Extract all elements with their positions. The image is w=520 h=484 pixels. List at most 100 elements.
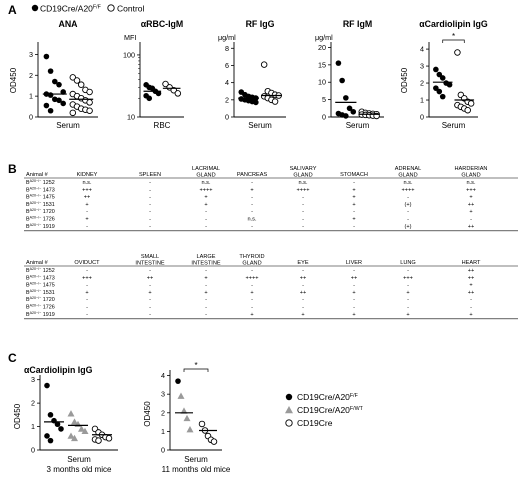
table-cell: - bbox=[205, 217, 207, 223]
table-cell: - bbox=[86, 297, 88, 303]
data-point bbox=[60, 89, 66, 95]
data-point bbox=[335, 60, 342, 66]
animal-sup: A20−/− bbox=[30, 304, 42, 308]
table-cell: ++ bbox=[468, 275, 475, 281]
table-cell: - bbox=[251, 209, 253, 215]
table-cell: - bbox=[353, 297, 355, 303]
data-point bbox=[47, 68, 54, 74]
y-tick-label: 4 bbox=[420, 45, 424, 54]
table-cell: ++ bbox=[84, 195, 91, 201]
data-point bbox=[56, 81, 62, 88]
axis-unit: μg/ml bbox=[218, 33, 236, 42]
animal-prefix: B bbox=[26, 268, 30, 274]
chart-0: ANA OD450 0 1 2 3 Serum bbox=[9, 19, 98, 130]
table-cell: - bbox=[149, 268, 151, 274]
table-cell: - bbox=[205, 305, 207, 311]
legend-label-sup: F/WT bbox=[350, 406, 364, 412]
chart-title: αCardiolipin IgG bbox=[419, 19, 488, 29]
column-header: LUNG bbox=[400, 260, 416, 266]
chart-4: αCardiolipin IgG OD450 0 1 2 3 4 Serum * bbox=[400, 19, 488, 130]
table-cell: n.s. bbox=[201, 180, 210, 186]
animal-prefix: B bbox=[26, 290, 30, 296]
table-cell: - bbox=[251, 180, 253, 186]
y-tick-label: 5 bbox=[322, 95, 326, 104]
y-tick-label: 2 bbox=[225, 95, 229, 104]
table-cell: - bbox=[205, 209, 207, 215]
y-tick-label: 1 bbox=[29, 92, 33, 101]
table-cell: - bbox=[302, 305, 304, 311]
table-cell: - bbox=[251, 224, 253, 230]
table-cell: - bbox=[205, 283, 207, 289]
table-cell: - bbox=[302, 217, 304, 223]
table-cell: - bbox=[251, 305, 253, 311]
table-cell: - bbox=[205, 224, 207, 230]
table-cell: - bbox=[205, 268, 207, 274]
data-point bbox=[56, 97, 62, 104]
column-header: GLAND bbox=[196, 173, 215, 179]
legend-marker-cre bbox=[31, 4, 39, 12]
animal-sup: A20−/− bbox=[30, 194, 42, 198]
table-cell: + bbox=[204, 195, 207, 201]
animal-number: 1531 bbox=[43, 202, 55, 208]
y-tick-label: 1 bbox=[31, 422, 35, 431]
data-point bbox=[446, 81, 453, 88]
animal-id: BA20−/− 1919 bbox=[26, 311, 55, 318]
x-axis-label: Serum bbox=[346, 121, 370, 130]
table-cell: +++ bbox=[466, 187, 476, 193]
animal-prefix: B bbox=[26, 202, 30, 208]
significance-bracket bbox=[442, 39, 465, 43]
chart-3: RF IgM μg/ml 0 5 10 15 20 Serum bbox=[315, 19, 384, 130]
animal-prefix: B bbox=[26, 224, 30, 230]
y-axis-label: OD450 bbox=[13, 403, 22, 429]
table-cell: + bbox=[352, 202, 355, 208]
table-cell: + bbox=[85, 290, 88, 296]
animal-number: 1726 bbox=[43, 305, 55, 311]
table-cell: ++ bbox=[300, 275, 307, 281]
table-cell: + bbox=[406, 290, 409, 296]
animal-prefix: B bbox=[26, 187, 30, 193]
data-point bbox=[58, 426, 64, 432]
table-cell: - bbox=[149, 202, 151, 208]
table-cell: - bbox=[470, 297, 472, 303]
animal-number: 1720 bbox=[43, 297, 55, 303]
animal-id: BA20−/− 1475 bbox=[26, 194, 55, 201]
table-cell: + bbox=[352, 195, 355, 201]
table-cell: + bbox=[301, 312, 304, 318]
data-point bbox=[54, 421, 61, 428]
animal-prefix: B bbox=[26, 283, 30, 289]
chart-title: RF IgG bbox=[246, 19, 275, 29]
legend-label: CD19Cre/A20F/WT bbox=[297, 405, 364, 415]
table-cell: - bbox=[353, 305, 355, 311]
y-tick-label: 3 bbox=[31, 375, 35, 384]
animal-number: 1473 bbox=[43, 187, 55, 193]
animal-number: 1919 bbox=[43, 224, 55, 230]
legend-label-cre-sup: F/F bbox=[93, 5, 101, 11]
animal-id: BA20−/− 1726 bbox=[26, 216, 55, 223]
table-cell: ++++ bbox=[199, 187, 212, 193]
animal-id: BA20−/− 1720 bbox=[26, 296, 55, 303]
table-cell: (+) bbox=[405, 224, 412, 230]
chart-1: αRBC-IgM MFI 10 100 RBC bbox=[123, 19, 184, 130]
animal-sup: A20−/− bbox=[30, 311, 42, 315]
table-cell: - bbox=[86, 224, 88, 230]
table-cell: + bbox=[469, 195, 472, 201]
column-header: SPLEEN bbox=[139, 172, 161, 178]
table-cell: - bbox=[251, 202, 253, 208]
data-point bbox=[433, 66, 439, 73]
x-axis-label: Serum bbox=[56, 121, 80, 130]
legend-label-base: CD19Cre/A20 bbox=[297, 392, 350, 402]
table-cell: ++++ bbox=[401, 187, 414, 193]
data-point bbox=[69, 74, 77, 81]
data-point bbox=[86, 88, 93, 96]
table-cell: - bbox=[407, 297, 409, 303]
data-point bbox=[180, 407, 188, 414]
y-tick-label: 2 bbox=[31, 399, 35, 408]
table-cell: - bbox=[407, 283, 409, 289]
table2: OVIDUCTSMALLINTESTINELARGEINTESTINETHYRO… bbox=[24, 254, 518, 320]
y-tick-label: 0 bbox=[31, 446, 35, 455]
table-cell: - bbox=[205, 297, 207, 303]
y-tick-label: 10 bbox=[318, 78, 326, 87]
animal-id: BA20−/− 1531 bbox=[26, 201, 55, 208]
table-cell: + bbox=[469, 209, 472, 215]
